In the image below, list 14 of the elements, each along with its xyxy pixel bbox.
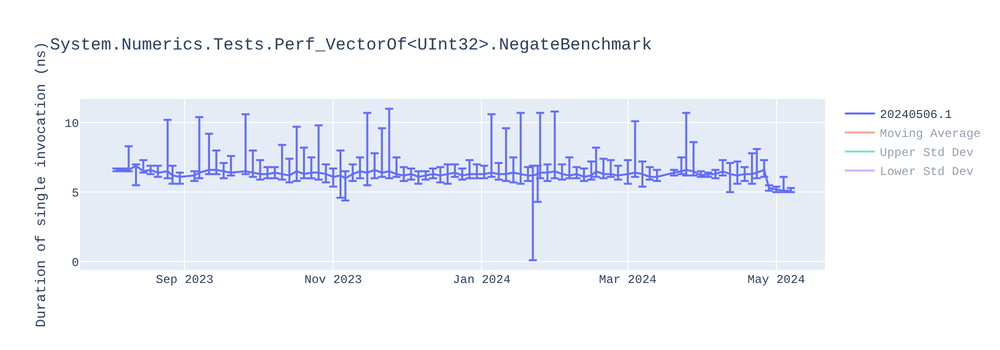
- y-axis-title: Duration of single invocation (ns): [34, 42, 50, 328]
- y-tick-label: 10: [64, 116, 79, 131]
- legend-label: Lower Std Dev: [880, 165, 974, 180]
- legend-label: Upper Std Dev: [880, 146, 974, 160]
- x-tick-label: May 2024: [748, 273, 806, 287]
- chart-title: System.Numerics.Tests.Perf_VectorOf<UInt32>.NegateBenchmark: [50, 36, 652, 56]
- legend-label: Moving Average: [880, 127, 981, 142]
- x-tick-label: Nov 2023: [304, 273, 362, 287]
- y-tick-label: 0: [72, 256, 79, 270]
- x-tick-label: Jan 2024: [452, 273, 511, 287]
- y-tick-label: 5: [72, 186, 79, 200]
- x-tick-label: Sep 2023: [156, 273, 214, 287]
- legend-label: 20240506.1: [880, 108, 952, 122]
- x-tick-label: Mar 2024: [598, 273, 657, 287]
